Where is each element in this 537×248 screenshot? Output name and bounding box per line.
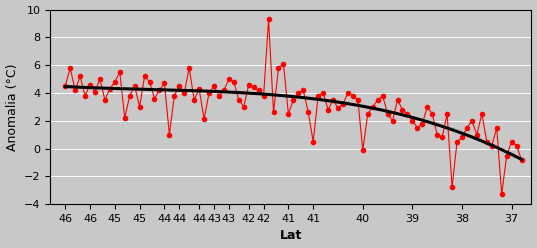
Y-axis label: Anomalia (°C): Anomalia (°C) <box>5 63 19 151</box>
X-axis label: Lat: Lat <box>280 229 302 243</box>
